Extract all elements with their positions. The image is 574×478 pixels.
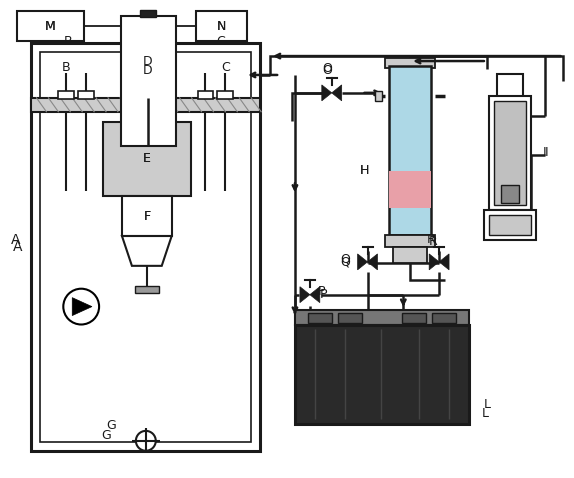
Bar <box>197 91 214 99</box>
Bar <box>140 11 156 17</box>
Text: I: I <box>542 146 546 159</box>
Text: G: G <box>106 419 116 433</box>
Polygon shape <box>122 236 172 266</box>
Bar <box>40 52 251 442</box>
Text: F: F <box>144 210 150 223</box>
Bar <box>135 286 159 293</box>
Bar <box>385 58 435 68</box>
Text: Q: Q <box>341 252 351 265</box>
Bar <box>389 171 431 208</box>
Text: O: O <box>322 65 332 77</box>
Bar <box>432 313 456 323</box>
Polygon shape <box>358 254 367 270</box>
Text: N: N <box>217 20 226 33</box>
Polygon shape <box>429 254 439 270</box>
Text: B: B <box>62 62 71 75</box>
Bar <box>497 74 522 98</box>
Text: I: I <box>545 146 548 159</box>
Polygon shape <box>310 287 320 303</box>
Bar <box>218 91 233 99</box>
Text: M: M <box>45 20 56 33</box>
Text: G: G <box>101 429 111 442</box>
Polygon shape <box>322 85 332 101</box>
Text: D: D <box>143 65 153 77</box>
Bar <box>489 215 530 235</box>
Bar <box>32 98 260 112</box>
Bar <box>295 326 469 424</box>
Text: H: H <box>360 164 369 177</box>
Text: A: A <box>11 233 20 247</box>
Text: E: E <box>143 152 151 165</box>
Bar <box>103 122 191 196</box>
Polygon shape <box>300 287 310 303</box>
Bar <box>484 210 536 240</box>
Polygon shape <box>72 298 92 315</box>
Bar <box>121 16 176 145</box>
Bar <box>196 11 247 41</box>
Bar <box>78 91 94 99</box>
Circle shape <box>63 289 99 325</box>
Bar <box>32 43 260 451</box>
Text: L: L <box>482 407 488 421</box>
Text: H: H <box>360 164 369 177</box>
Bar <box>385 235 435 247</box>
Text: E: E <box>143 152 151 165</box>
Polygon shape <box>367 254 378 270</box>
Text: F: F <box>144 210 150 223</box>
Text: R: R <box>429 236 437 249</box>
Text: L: L <box>483 398 490 411</box>
Text: B: B <box>64 35 72 48</box>
Bar <box>375 91 382 101</box>
Bar <box>389 66 431 235</box>
Text: P: P <box>318 285 325 298</box>
Bar <box>59 91 74 99</box>
Bar <box>308 313 332 323</box>
Bar <box>17 11 84 41</box>
Text: N: N <box>217 20 226 33</box>
Polygon shape <box>332 85 342 101</box>
Text: C: C <box>216 35 225 48</box>
Text: C: C <box>221 62 230 75</box>
Text: D: D <box>143 54 153 67</box>
Bar <box>402 313 426 323</box>
Bar <box>122 196 172 236</box>
Bar <box>338 313 362 323</box>
Text: P: P <box>320 288 328 301</box>
Polygon shape <box>439 254 449 270</box>
Text: A: A <box>13 240 22 254</box>
Text: R: R <box>427 233 436 247</box>
Bar <box>501 185 519 203</box>
Bar <box>489 96 530 210</box>
Bar <box>295 310 469 326</box>
Bar <box>393 247 427 263</box>
Bar <box>494 101 526 205</box>
Text: M: M <box>45 20 56 33</box>
Text: O: O <box>322 63 332 76</box>
Text: Q: Q <box>341 255 351 268</box>
Circle shape <box>136 431 156 451</box>
